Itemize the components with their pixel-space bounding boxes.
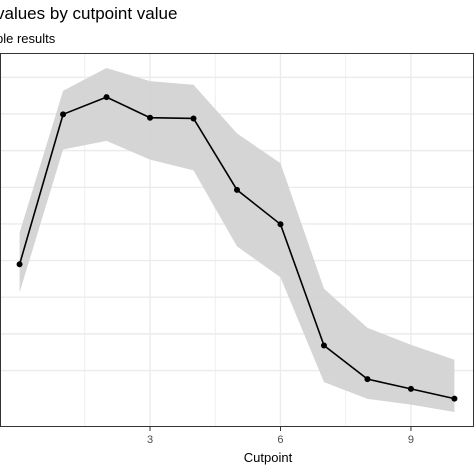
- chart-subtitle: ple results: [0, 31, 56, 46]
- x-tick-label: 3: [147, 434, 153, 446]
- data-point: [234, 186, 240, 193]
- data-point: [451, 395, 458, 402]
- data-point: [407, 385, 414, 392]
- data-point: [190, 115, 197, 122]
- x-tick-label: 6: [277, 434, 283, 446]
- x-tick-label: 9: [408, 434, 414, 446]
- data-point: [277, 221, 284, 228]
- data-point: [60, 111, 67, 118]
- plot-area: 3 6 9: [0, 53, 474, 446]
- data-point: [103, 94, 110, 101]
- data-point: [16, 261, 23, 268]
- data-point: [147, 114, 154, 121]
- confidence-band: [19, 68, 455, 412]
- chart-title: values by cutpoint value: [0, 4, 177, 23]
- data-point: [320, 342, 327, 349]
- x-axis-title: Cutpoint: [244, 450, 293, 465]
- data-point: [364, 376, 371, 383]
